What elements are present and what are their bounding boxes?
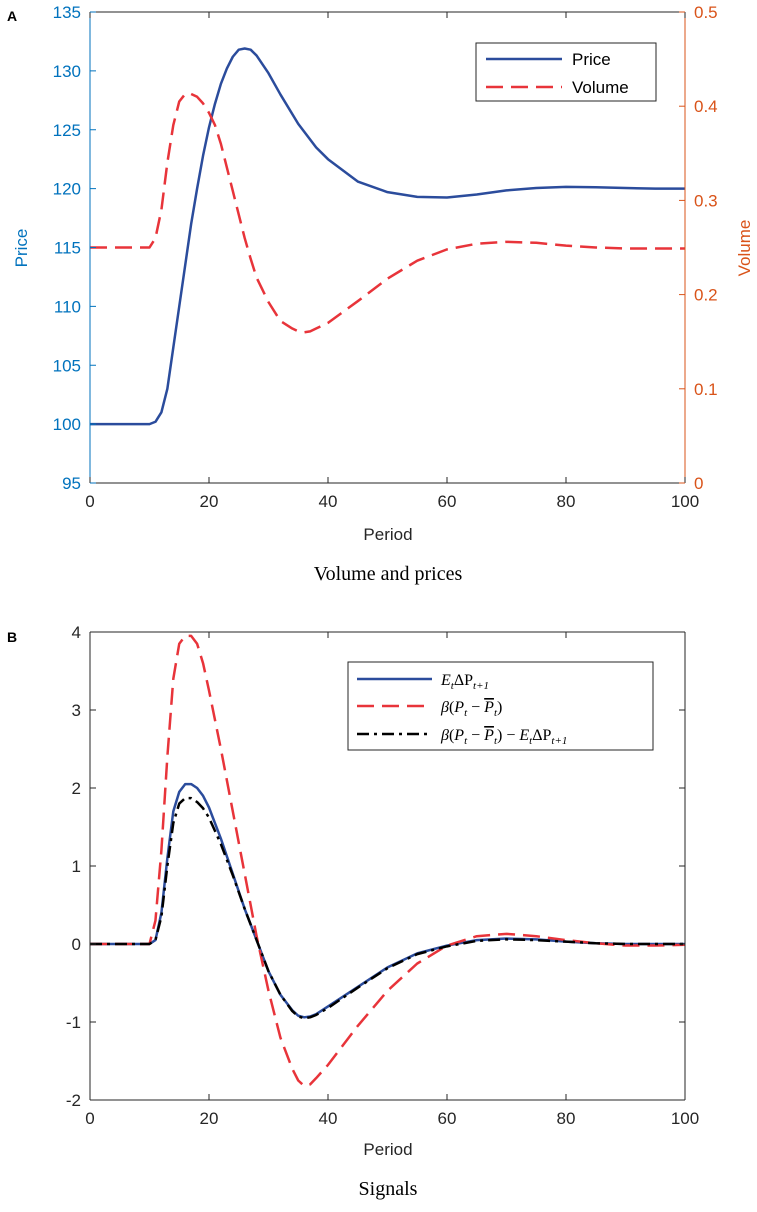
- panel-b-x-tick-label: 60: [438, 1109, 457, 1128]
- panel-a-volume-line: [90, 92, 685, 334]
- panel-a-right-y-tick-label: 0.2: [694, 286, 718, 305]
- panel-b-y-tick-label: 3: [72, 701, 81, 720]
- panel-b-x-tick-label: 100: [671, 1109, 699, 1128]
- panel-a-legend: Price Volume: [475, 42, 657, 102]
- panel-a-legend-box: [475, 42, 657, 102]
- panel-label-b: B: [7, 629, 17, 645]
- panel-a-x-tick-label: 20: [200, 492, 219, 511]
- panel-a-caption: Volume and prices: [314, 563, 463, 585]
- panel-a-x-tick-label: 100: [671, 492, 699, 511]
- panel-b-caption: Signals: [359, 1178, 418, 1200]
- panel-b-x-tick-label: 80: [557, 1109, 576, 1128]
- panel-a-price-line: [90, 47, 685, 426]
- panel-b: B 0 20 40 60 80 100 -2 -1 0 1 2 3 4 Period Signals E…: [7, 623, 699, 1200]
- panel-b-x-tick-label: 40: [319, 1109, 338, 1128]
- panel-a-x-tick-label: 0: [85, 492, 94, 511]
- panel-a-right-y-tick-label: 0.4: [694, 97, 718, 116]
- panel-b-x-tick-label: 20: [200, 1109, 219, 1128]
- panel-b-y-tick-label: -2: [66, 1091, 81, 1110]
- panel-b-y-tick-label: 2: [72, 779, 81, 798]
- panel-a-left-axis-label: Price: [12, 229, 31, 268]
- panel-a-right-y-tick-label: 0.3: [694, 191, 718, 210]
- panel-b-x-tick-label: 0: [85, 1109, 94, 1128]
- panel-a-y-tick-label: 135: [53, 3, 81, 22]
- panel-a-y-tick-label: 105: [53, 356, 81, 375]
- panel-a-y-tick-label: 95: [62, 474, 81, 493]
- panel-b-y-tick-label: -1: [66, 1013, 81, 1032]
- panel-a-y-tick-label: 115: [54, 239, 81, 258]
- panel-a-y-tick-label: 110: [54, 297, 81, 316]
- panel-a-y-tick-label: 130: [53, 62, 81, 81]
- panel-a: A 0 20 40 60 80 100 95 100 105 110 115 120 125 130 135…: [7, 3, 754, 585]
- panel-a-right-y-tick-label: 0.5: [694, 3, 718, 22]
- panel-b-signal1-line: [90, 782, 685, 1019]
- legend-price-label: Price: [572, 50, 611, 69]
- panel-b-signal2-line: [90, 634, 686, 1088]
- panel-a-plot-area: 0 20 40 60 80 100 95 100 105 110 115 120 125 130 135 0 0…: [53, 3, 718, 511]
- panel-a-x-tick-label: 40: [319, 492, 338, 511]
- panel-a-x-tick-label: 80: [557, 492, 576, 511]
- panel-b-y-tick-label: 1: [72, 857, 81, 876]
- panel-a-right-y-tick-label: 0: [694, 474, 703, 493]
- legend-signal2-label: β(Pt − Pt): [440, 699, 502, 719]
- panel-b-plot-area: 0 20 40 60 80 100 -2 -1 0 1 2 3 4: [66, 623, 699, 1128]
- panel-a-x-axis-label: Period: [363, 525, 412, 544]
- panel-label-a: A: [7, 8, 17, 24]
- panel-a-x-tick-label: 60: [438, 492, 457, 511]
- panel-b-x-axis-label: Period: [363, 1140, 412, 1159]
- panel-a-right-y-tick-label: 0.1: [694, 380, 718, 399]
- panel-a-y-tick-label: 100: [53, 415, 81, 434]
- panel-b-y-tick-label: 4: [72, 623, 81, 642]
- panel-b-legend: EtΔPt+1 β(Pt − Pt) β(Pt − Pt) − EtΔPt+1: [347, 661, 654, 751]
- panel-a-right-axis-label: Volume: [735, 220, 754, 277]
- legend-signal3-label: β(Pt − Pt) − EtΔPt+1: [440, 727, 567, 747]
- panel-a-y-tick-label: 120: [53, 180, 81, 199]
- legend-volume-label: Volume: [572, 78, 629, 97]
- panel-a-y-tick-label: 125: [53, 121, 81, 140]
- panel-b-y-tick-label: 0: [72, 935, 81, 954]
